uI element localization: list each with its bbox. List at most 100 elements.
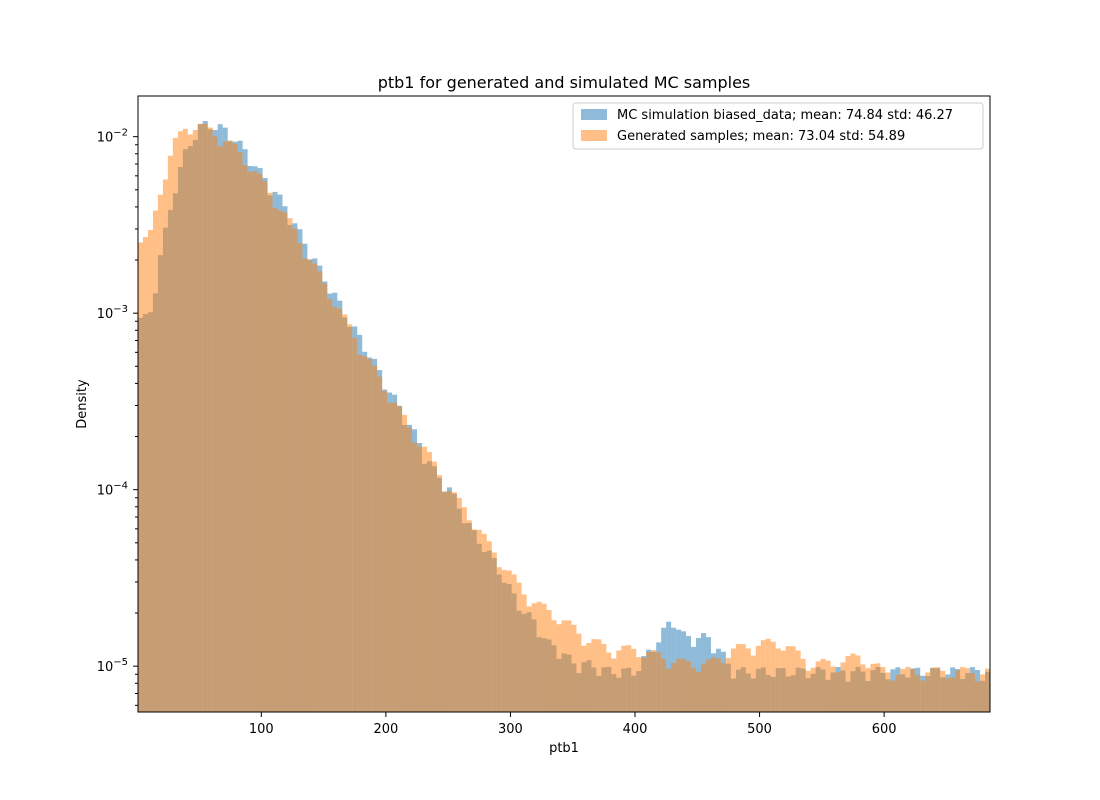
histogram-bar: [192, 130, 198, 712]
histogram-bar: [795, 650, 801, 712]
histogram-bar: [730, 648, 736, 712]
histogram-bar: [825, 660, 831, 712]
histogram-bar: [945, 678, 951, 712]
histogram-bar: [566, 620, 572, 712]
histogram-bar: [875, 663, 881, 712]
histogram-bar: [257, 173, 263, 713]
histogram-bar: [586, 642, 592, 712]
histogram-bar: [491, 552, 497, 712]
histogram-bar: [780, 650, 786, 712]
histogram-bar: [237, 152, 243, 712]
histogram-bar: [820, 658, 826, 712]
histogram-bar: [900, 669, 906, 712]
histogram-bar: [407, 427, 413, 712]
histogram-bar: [885, 672, 891, 712]
histogram-bar: [202, 123, 208, 713]
histogram-bar: [720, 663, 726, 712]
histogram-bar: [217, 146, 223, 713]
histogram-bar: [242, 165, 248, 712]
histogram-bar: [272, 207, 278, 712]
histogram-bar: [860, 664, 866, 712]
histogram-bar: [616, 650, 622, 712]
histogram-bar: [382, 391, 388, 712]
histogram-bar: [770, 641, 776, 712]
histogram-bar: [446, 490, 452, 712]
plot-frame: [137, 95, 991, 713]
histogram-bar: [925, 672, 931, 712]
histogram-bar: [357, 354, 363, 712]
histogram-bar: [227, 140, 233, 713]
histogram-bar: [232, 143, 238, 712]
histogram-bar: [710, 657, 716, 712]
histogram-bar: [551, 620, 557, 712]
histogram-bar: [725, 658, 731, 712]
histogram-bar: [840, 662, 846, 712]
histogram-bar: [451, 492, 457, 712]
histogram-bar: [312, 263, 318, 712]
histogram-bar: [541, 603, 547, 712]
histogram-bar: [177, 131, 183, 712]
histogram-bar: [267, 192, 273, 712]
histogram-bar: [247, 171, 253, 712]
histogram-bar: [342, 314, 348, 712]
x-tick-label: 500: [747, 722, 772, 737]
histogram-bar: [920, 680, 926, 712]
histogram-bar: [501, 570, 507, 712]
histogram-bar: [282, 212, 288, 712]
histogram-bar: [516, 582, 522, 712]
histogram-bar: [960, 667, 966, 712]
histogram-bar: [671, 663, 677, 712]
histogram-bar: [621, 645, 627, 712]
histogram-bar: [691, 667, 697, 712]
histogram-bar: [656, 652, 662, 712]
histogram-bar: [297, 243, 303, 712]
histogram-bar: [332, 306, 338, 712]
histogram-bar: [865, 668, 871, 712]
histogram-bars: [138, 121, 990, 713]
y-tick-label: 10−4: [97, 481, 128, 499]
histogram-bar: [985, 668, 990, 712]
histogram-bar: [601, 643, 607, 712]
histogram-bar: [456, 497, 462, 712]
histogram-bar: [965, 668, 971, 712]
y-axis-ticks: 10−5 10−4 10−3 10−2: [97, 128, 138, 706]
histogram-bar: [581, 645, 587, 712]
histogram-bar: [466, 520, 472, 712]
histogram-bar: [735, 644, 741, 712]
histogram-bar: [686, 661, 692, 712]
histogram-bar: [302, 258, 308, 712]
histogram-bar: [352, 338, 358, 712]
histogram-bar: [760, 640, 766, 712]
y-tick-label: 10−3: [97, 304, 128, 322]
histogram-bar: [815, 661, 821, 712]
histogram-bar: [197, 123, 203, 713]
histogram-bar: [855, 655, 861, 712]
histogram-bar: [561, 620, 567, 712]
histogram-bar: [591, 639, 597, 712]
histogram-bar: [387, 402, 393, 712]
histogram-bar: [845, 655, 851, 712]
histogram-bar: [471, 529, 477, 712]
y-tick-label: 10−5: [97, 657, 128, 675]
histogram-bar: [461, 507, 467, 712]
histogram-bar: [666, 668, 672, 712]
histogram-bar: [810, 667, 816, 712]
histogram-bar: [402, 414, 408, 712]
histogram-bar: [292, 228, 298, 712]
histogram-bar: [412, 442, 418, 712]
histogram-bar: [307, 259, 313, 712]
histogram-bar: [138, 242, 143, 713]
histogram-bar: [277, 210, 283, 712]
histogram-bar: [571, 624, 577, 712]
histogram-bar: [287, 218, 293, 713]
histogram-bar: [915, 675, 921, 712]
histogram-bar: [397, 406, 403, 712]
histogram-bar: [252, 170, 258, 713]
histogram-bar: [785, 646, 791, 712]
histogram-bar: [436, 475, 442, 712]
histogram-bar: [905, 666, 911, 712]
histogram-bar: [611, 658, 617, 712]
histogram-bar: [980, 674, 986, 712]
histogram-bar: [696, 671, 702, 712]
legend-box: [572, 102, 984, 150]
